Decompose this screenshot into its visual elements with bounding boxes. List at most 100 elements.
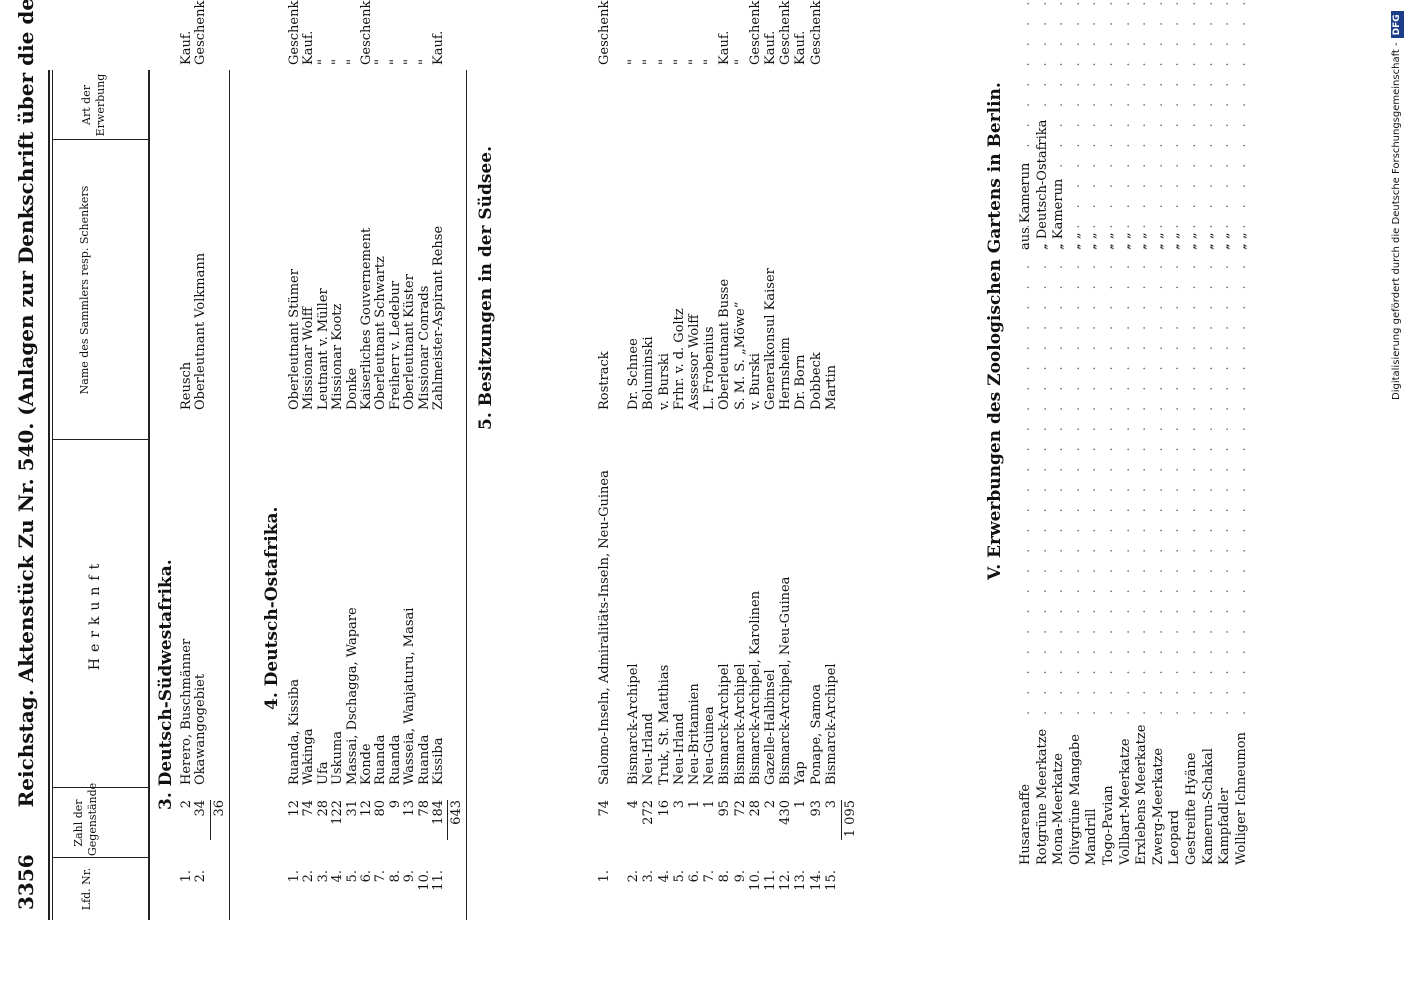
row-count: 3	[671, 800, 687, 809]
leader-dots: . . . . . . . . . . . . . . . . . . . . …	[1051, 0, 1067, 715]
section-sum-rule	[841, 800, 842, 840]
table-row: 14. 93 Ponape, Samoa Dobbeck Geschenk.	[808, 0, 824, 920]
row-nr: 8.	[387, 870, 403, 883]
animal-name: Leopard	[1167, 810, 1183, 865]
row-origin: Ruanda	[387, 734, 403, 785]
leader-dots: . . . . . . . . . . . . . . . . . . . . …	[1084, 0, 1100, 715]
row-origin: Kissiba	[431, 737, 446, 785]
row-count: 9	[387, 800, 403, 809]
section-title: 5. Besitzungen in der Südsee.	[476, 145, 496, 430]
row-origin: Ufa	[315, 761, 331, 785]
row-collector: Oberleutnant Stümer	[287, 269, 302, 410]
section-total: 1 095	[843, 800, 858, 838]
table-row: 2. 4 Bismarck-Archipel Dr. Schnee "	[626, 59, 641, 920]
animal-source: „ „	[1200, 232, 1216, 250]
row-collector: Missionar Kootz	[330, 303, 346, 410]
row-collector: Dr. Born	[793, 354, 809, 410]
row-collector: Oberleutnant Küster	[402, 274, 418, 410]
leader-dots: . . . . . . . . . . . . . . . . . . . . …	[1200, 0, 1216, 715]
section-separator	[228, 70, 230, 920]
animal-name: Zwerg-Meerkatze	[1150, 747, 1166, 865]
row-nr: 10.	[416, 870, 432, 891]
table-row: 9. 72 Bismarck-Archipel S. M. S. „Möwe“ "	[732, 59, 748, 920]
row-nr: 2.	[301, 870, 317, 883]
list-item: Gestreifte Hyäne . . . . . . . . . . . . …	[1184, 0, 1200, 865]
table-row: 7. 1 Neu-Guinea L. Frobenius "	[702, 59, 718, 920]
row-collector: Hernsheim	[778, 337, 794, 410]
row-acquisition: Geschenk.	[287, 0, 302, 65]
row-origin: Konde	[359, 743, 374, 785]
row-collector: Frhr. v. d. Goltz	[671, 308, 687, 410]
row-nr: 1.	[597, 870, 612, 883]
list-item: Zwerg-Meerkatze . . . . . . . . . . . . .…	[1150, 0, 1167, 865]
animal-source: aus Kamerun	[1018, 162, 1033, 250]
table-row: 7. 80 Ruanda Oberleutnant Schwartz "	[373, 59, 389, 920]
row-count: 272	[641, 800, 657, 825]
col-header-herkunft: Herkunft	[87, 557, 103, 671]
animal-name: Wolliger Ichneumon	[1233, 732, 1249, 865]
animal-source: „ „	[1217, 232, 1233, 250]
animal-source: „ „	[1167, 232, 1183, 250]
table-row: 9. 13 Wasseia, Wanjaturu, Masai Oberleutnan…	[402, 59, 418, 920]
list-item: Kampfadler . . . . . . . . . . . . . . . …	[1217, 0, 1233, 865]
row-nr: 9.	[402, 870, 418, 883]
section-total: 643	[449, 800, 465, 825]
row-origin: Bismarck-Archipel	[732, 663, 748, 785]
table-row: 11. 184 Kissiba Zahlmeister-Aspirant Rehse K…	[431, 31, 446, 920]
row-count: 34	[193, 800, 209, 817]
row-acquisition: Geschenk.	[808, 0, 824, 65]
table-row: 2. 34 Okawangogebiet Oberleutnant Volkmann G…	[193, 0, 209, 920]
table-row: 13. 1 Yap Dr. Born Kauf.	[793, 31, 809, 920]
row-collector: S. M. S. „Möwe“	[732, 301, 748, 410]
row-collector: Martin	[823, 364, 839, 410]
row-acquisition: "	[402, 59, 418, 65]
list-item: Kamerun-Schakal . . . . . . . . . . . . .…	[1200, 0, 1217, 865]
animal-name: Vollbart-Meerkatze	[1117, 738, 1133, 865]
row-nr: 7.	[373, 870, 389, 883]
row-collector: Dobbeck	[808, 352, 824, 410]
animal-name: Kamerun-Schakal	[1200, 748, 1216, 865]
list-item: Mona-Meerkatze . . . . . . . . . . . . . …	[1051, 0, 1067, 865]
row-acquisition: "	[656, 59, 672, 65]
animal-name: Mona-Meerkatze	[1051, 753, 1067, 865]
list-item: Togo-Pavian . . . . . . . . . . . . . . .…	[1101, 0, 1117, 865]
leader-dots: . . . . . . . . . . . . . . . . . . . . …	[1117, 0, 1133, 715]
row-count: 1	[702, 800, 718, 809]
table-row: 5. 3 Neu-Irland Frhr. v. d. Goltz "	[671, 59, 687, 920]
animal-source: „ „	[1117, 232, 1133, 250]
row-count: 13	[402, 800, 418, 817]
row-nr: 4.	[656, 870, 672, 883]
row-acquisition: "	[387, 59, 403, 65]
row-nr: 1.	[179, 870, 194, 883]
row-acquisition: "	[315, 59, 331, 65]
animal-source: „ „	[1150, 232, 1166, 250]
row-origin: Ruanda	[373, 734, 389, 785]
col-divider-3	[52, 439, 148, 440]
row-origin: Yap	[793, 761, 809, 785]
list-item: Rotgrüne Meerkatze . . . . . . . . . . . …	[1035, 0, 1051, 865]
row-acquisition: Kauf.	[717, 30, 733, 65]
row-collector: v. Burski	[747, 353, 763, 410]
row-collector: Missionar Conrads	[416, 285, 432, 410]
row-count: 16	[656, 800, 672, 817]
row-origin: Neu-Britannien	[687, 683, 702, 785]
leader-dots: . . . . . . . . . . . . . . . . . . . . …	[1233, 0, 1249, 715]
list-item: Erxlebens Meerkatze . . . . . . . . . . .…	[1134, 0, 1150, 865]
table-row: 15. 3 Bismarck-Archipel Martin	[823, 70, 839, 920]
animal-name: Togo-Pavian	[1101, 785, 1116, 865]
row-collector: Reusch	[179, 361, 194, 410]
list-item: Olivgrüne Mangabe . . . . . . . . . . . .…	[1068, 0, 1084, 865]
leader-dots: . . . . . . . . . . . . . . . . . . . . …	[1018, 0, 1033, 715]
leader-dots: . . . . . . . . . . . . . . . . . . . . …	[1134, 0, 1150, 715]
row-collector: Oberleutnant Volkmann	[193, 252, 209, 410]
row-count: 3	[823, 800, 839, 809]
row-collector: Zahlmeister-Aspirant Rehse	[431, 225, 446, 410]
row-nr: 9.	[732, 870, 748, 883]
section-title: 4. Deutsch-Ostafrika.	[262, 506, 282, 710]
row-nr: 3.	[315, 870, 331, 883]
row-origin: Bismarck-Archipel, Karolinen	[747, 590, 763, 785]
list-item: Vollbart-Meerkatze . . . . . . . . . . . …	[1117, 0, 1134, 865]
row-origin: Salomo-Inseln, Admiralitäts-Inseln, Neu-…	[597, 470, 612, 785]
row-count: 2	[763, 800, 778, 809]
